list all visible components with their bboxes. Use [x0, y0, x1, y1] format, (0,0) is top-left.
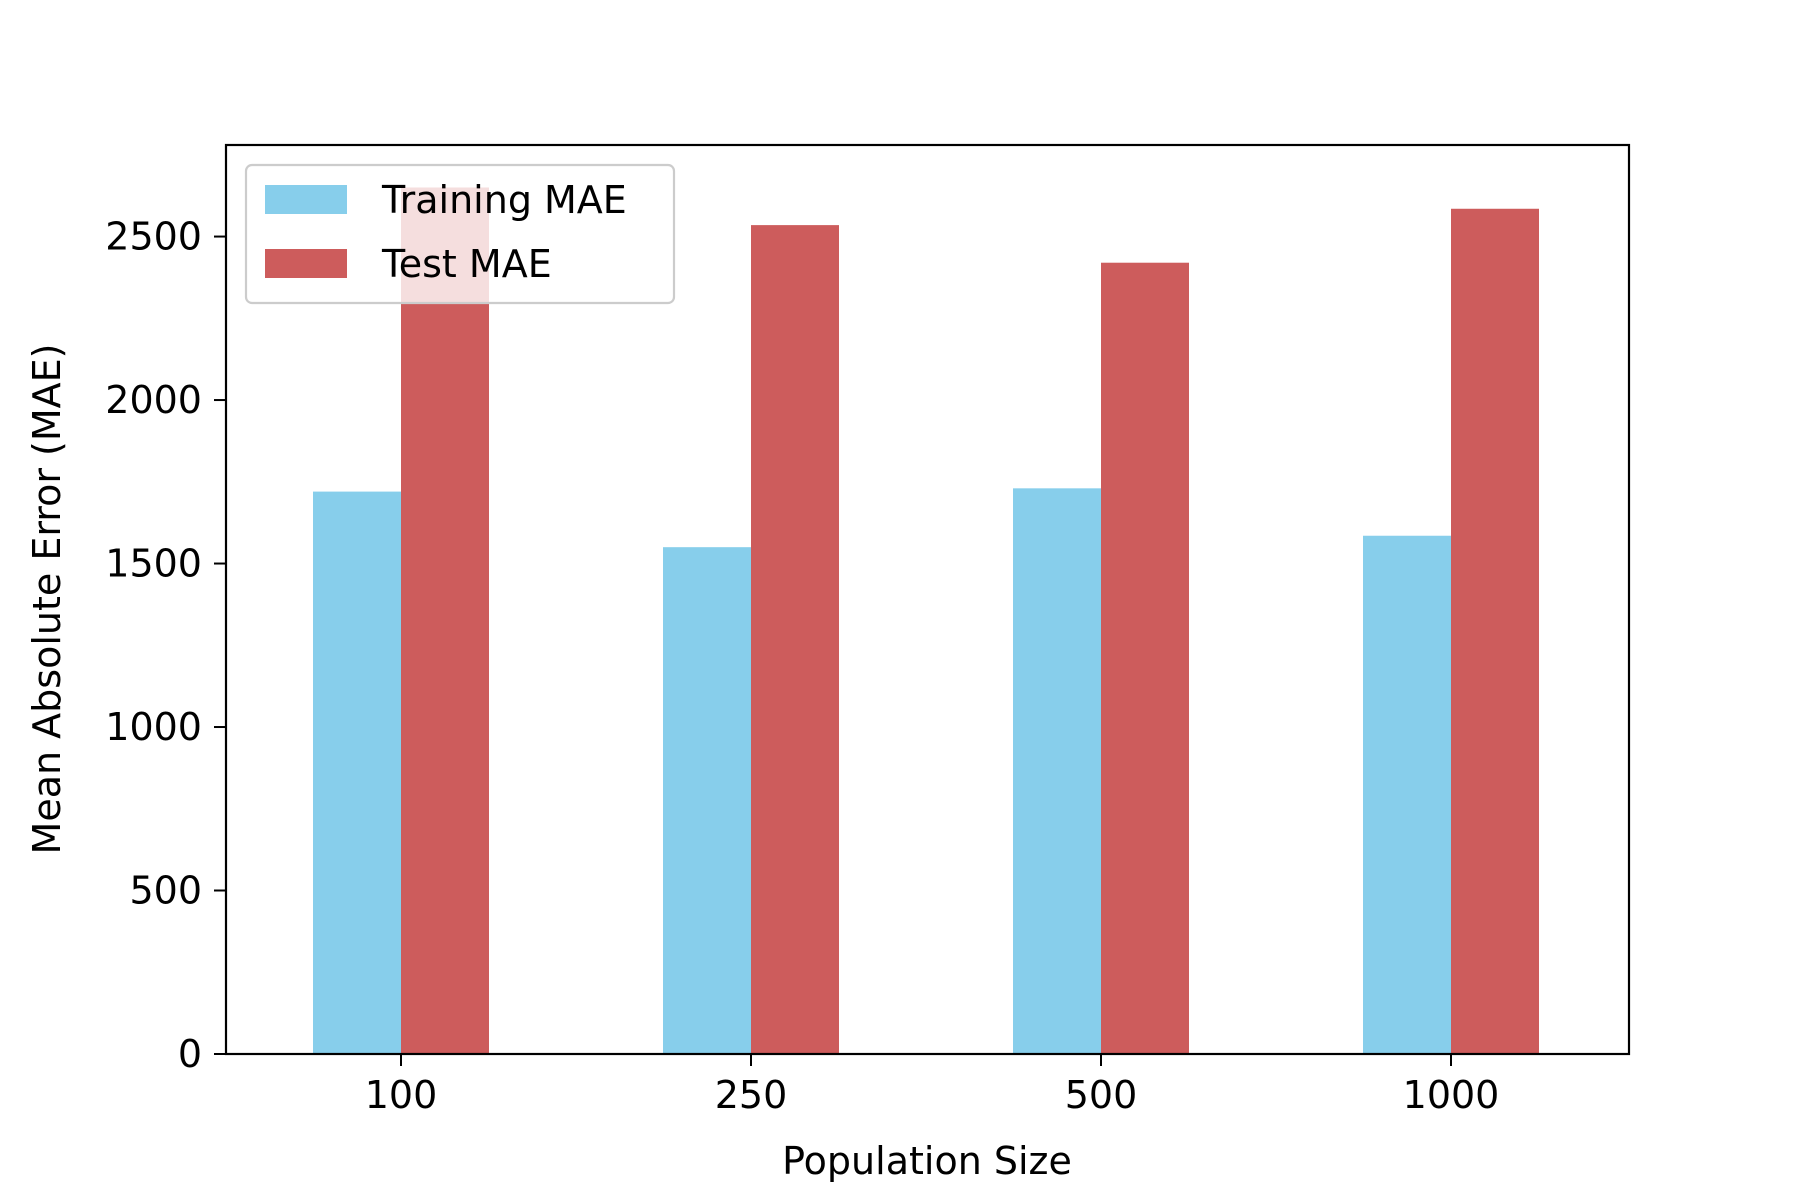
ticks-layer: 0 500 1000 1500 2000 2500 100 250 500 1000 [105, 215, 1499, 1117]
bar-training-mae-1000 [1363, 535, 1451, 1054]
plot-frame [224, 143, 1631, 1056]
x-tick-label-250: 250 [715, 1073, 788, 1117]
y-tick-label-1500: 1500 [105, 542, 202, 586]
bar-training-mae-100 [313, 491, 401, 1054]
y-axis-label: Mean Absolute Error (MAE) [25, 344, 69, 855]
x-tick-label-500: 500 [1065, 1073, 1138, 1117]
legend-swatch-test-mae [265, 249, 347, 278]
x-tick-label-100: 100 [365, 1073, 438, 1117]
legend-swatch-training-mae [265, 185, 347, 214]
bar-training-mae-500 [1013, 488, 1101, 1054]
y-tick-label-2000: 2000 [105, 378, 202, 422]
bars-layer [313, 187, 1539, 1054]
bar-training-mae-250 [663, 547, 751, 1054]
legend-box [244, 163, 676, 305]
y-tick-label-1000: 1000 [105, 705, 202, 749]
y-tick-label-2500: 2500 [105, 215, 202, 259]
legend-label-training-mae: Training MAE [381, 178, 627, 222]
bar-test-mae-500 [1101, 262, 1189, 1054]
legend: Training MAE Test MAE [244, 163, 676, 305]
y-tick-label-0: 0 [178, 1032, 202, 1076]
bar-test-mae-250 [751, 225, 839, 1054]
x-tick-label-1000: 1000 [1403, 1073, 1500, 1117]
x-axis-label: Population Size [782, 1139, 1072, 1183]
y-tick-label-500: 500 [129, 869, 202, 913]
bar-test-mae-100 [401, 187, 489, 1054]
legend-label-test-mae: Test MAE [381, 242, 552, 286]
bar-test-mae-1000 [1451, 208, 1539, 1054]
